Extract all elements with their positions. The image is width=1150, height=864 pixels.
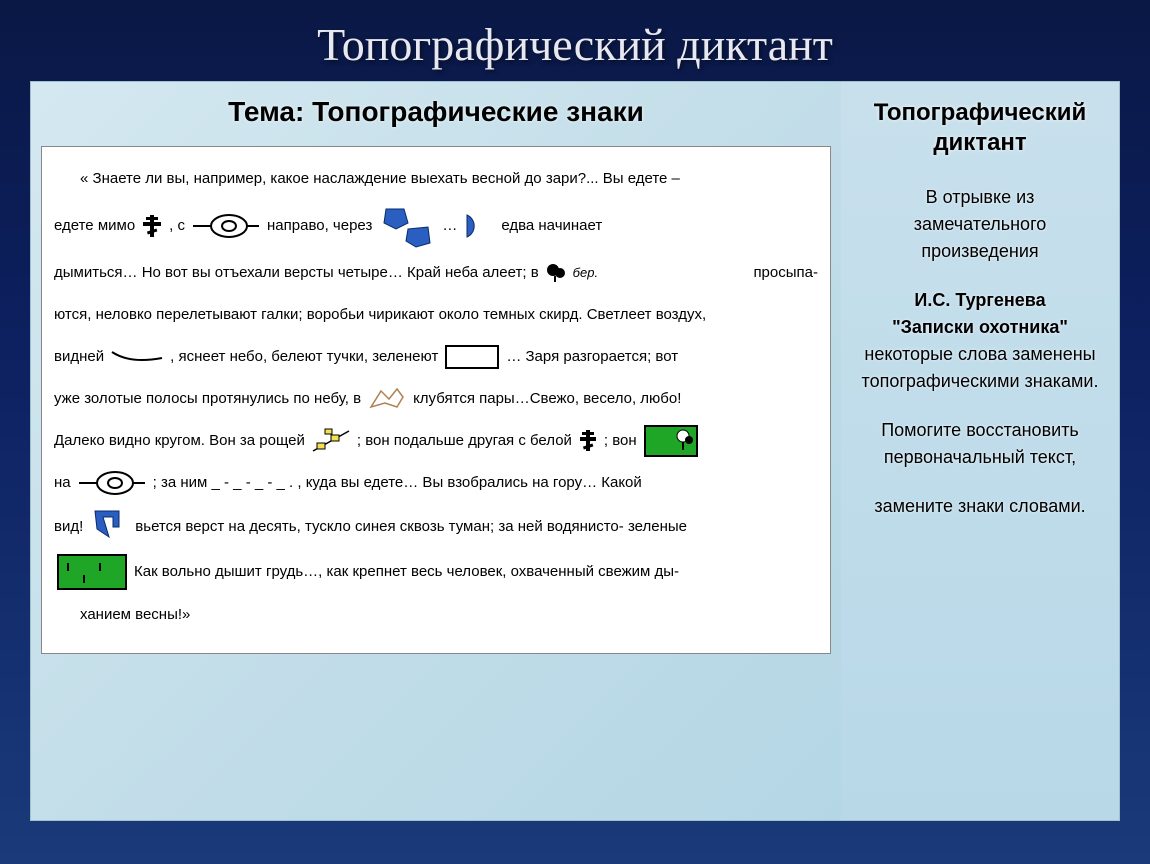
left-heading: Тема: Топографические знаки	[41, 96, 831, 128]
oval-dot-icon	[191, 209, 261, 243]
right-p3: Помогите восстановить первоначальный тек…	[855, 417, 1105, 471]
txt: некоторые слова заменены	[864, 344, 1095, 364]
txt: ются, неловко перелетывают галки; воробь…	[54, 297, 706, 333]
dict-line-6: уже золотые полосы протянулись по небу, …	[54, 381, 818, 417]
dict-line-7: Далеко видно кругом. Вон за рощей ; вон …	[54, 423, 818, 459]
txt: "Записки охотника"	[892, 317, 1068, 337]
content-wrap: Тема: Топографические знаки « Знаете ли …	[30, 81, 1120, 821]
txt: ; за ним _ - _ - _ - _ . , куда вы едете…	[153, 465, 642, 501]
txt: дымиться… Но вот вы отъехали версты четы…	[54, 255, 539, 291]
village-yellow-icon	[311, 427, 351, 455]
church-cross-icon	[578, 429, 598, 453]
blue-arrow-icon	[89, 507, 129, 547]
txt: ; вон	[604, 423, 637, 459]
txt: видней	[54, 339, 104, 375]
txt: …	[442, 208, 457, 244]
left-panel: Тема: Топографические знаки « Знаете ли …	[31, 82, 841, 820]
right-panel: Топографический диктант В отрывке из зам…	[841, 82, 1119, 820]
txt: замените знаки словами.	[874, 496, 1085, 516]
green-rect-dashes-icon	[56, 553, 128, 591]
txt: Помогите восстановить	[881, 420, 1079, 440]
txt: диктант	[933, 129, 1026, 156]
txt: направо, через	[267, 208, 372, 244]
semicircle-icon	[463, 211, 495, 241]
txt: вид!	[54, 509, 83, 545]
dict-line-10: Как вольно дышит грудь…, как крепнет вес…	[54, 553, 818, 591]
dict-line-4: ются, неловко перелетывают галки; воробь…	[54, 297, 818, 333]
oval-dot-icon	[77, 466, 147, 500]
txt: Как вольно дышит грудь…, как крепнет вес…	[134, 554, 679, 590]
txt: , яснеет небо, белеют тучки, зеленеют	[170, 339, 438, 375]
txt: на	[54, 465, 71, 501]
txt: просыпа-	[753, 255, 818, 291]
txt: Топографический	[874, 99, 1087, 126]
txt: топографическими знаками.	[862, 371, 1099, 391]
txt: бер.	[573, 257, 598, 288]
txt: едва начинает	[501, 208, 602, 244]
txt: ; вон подальше другая с белой	[357, 423, 572, 459]
bridge-icon	[378, 203, 436, 249]
txt: , с	[169, 208, 185, 244]
txt: клубятся пары…Свежо, весело, любо!	[413, 381, 681, 417]
txt: первоначальный текст,	[884, 447, 1076, 467]
right-p2: И.С. Тургенева "Записки охотника" некото…	[855, 287, 1105, 395]
dictation-box: « Знаете ли вы, например, какое наслажде…	[41, 146, 831, 654]
tree-icon	[545, 262, 567, 284]
right-p4: замените знаки словами.	[855, 493, 1105, 520]
dict-line-9: вид! вьется верст на десять, тускло сине…	[54, 507, 818, 547]
txt: В отрывке из	[926, 187, 1035, 207]
right-heading: Топографический диктант	[855, 98, 1105, 158]
green-rect-tree-icon	[643, 424, 699, 458]
txt: едете мимо	[54, 208, 135, 244]
right-p1: В отрывке из замечательного произведения	[855, 184, 1105, 265]
rect-empty-icon	[444, 344, 500, 370]
dict-line-2: едете мимо , с направо, через … едва нач…	[54, 203, 818, 249]
slide-title: Топографический диктант	[0, 0, 1150, 81]
txt: замечательного	[914, 214, 1047, 234]
dict-line-8: на ; за ним _ - _ - _ - _ . , куда вы ед…	[54, 465, 818, 501]
dict-line-1: « Знаете ли вы, например, какое наслажде…	[54, 161, 818, 197]
txt: уже золотые полосы протянулись по небу, …	[54, 381, 361, 417]
dict-line-5: видней , яснеет небо, белеют тучки, зеле…	[54, 339, 818, 375]
txt: вьется верст на десять, тускло синея скв…	[135, 509, 687, 545]
dict-line-3: дымиться… Но вот вы отъехали версты четы…	[54, 255, 818, 291]
txt: произведения	[921, 241, 1038, 261]
ravine-icon	[367, 385, 407, 413]
txt: … Заря разгорается; вот	[506, 339, 678, 375]
txt: « Знаете ли вы, например, какое наслажде…	[80, 161, 680, 197]
txt: Далеко видно кругом. Вон за рощей	[54, 423, 305, 459]
txt: ханием весны!»	[80, 597, 190, 633]
curve-line-icon	[110, 348, 164, 366]
church-cross-icon	[141, 213, 163, 239]
txt: И.С. Тургенева	[914, 290, 1045, 310]
dict-line-11: ханием весны!»	[54, 597, 818, 633]
